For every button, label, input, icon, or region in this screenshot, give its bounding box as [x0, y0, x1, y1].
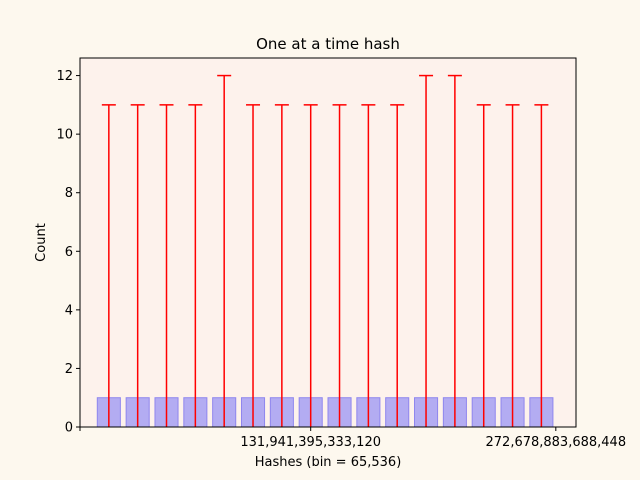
chart-title: One at a time hash — [256, 35, 400, 53]
y-tick-label: 6 — [65, 245, 73, 260]
error-bar-2 — [130, 104, 145, 427]
error-bar-11 — [390, 104, 405, 427]
error-bar-10 — [361, 104, 376, 427]
error-bar-layer — [101, 74, 549, 427]
y-tick-label: 2 — [65, 362, 73, 377]
error-bar-4 — [188, 104, 203, 427]
y-tick-label: 8 — [65, 186, 73, 201]
error-bar-7 — [274, 104, 289, 427]
error-bar-15 — [505, 104, 520, 427]
error-bar-13 — [447, 74, 462, 427]
plot-area — [80, 58, 576, 427]
error-bar-16 — [534, 104, 549, 427]
x-tick-label: 272,678,883,688,448 — [486, 435, 627, 450]
y-tick-label: 4 — [65, 303, 73, 318]
y-tick-label: 0 — [65, 421, 73, 436]
x-tick-label: 131,941,395,333,120 — [240, 435, 381, 450]
y-axis-ticks: 0 2 4 6 8 10 12 — [56, 69, 80, 436]
plot-frame — [79, 57, 577, 428]
x-axis-label: Hashes (bin = 65,536) — [255, 455, 402, 470]
error-bar-14 — [476, 104, 491, 427]
error-bar-1 — [101, 104, 116, 427]
error-bar-6 — [246, 104, 261, 427]
error-bar-12 — [419, 74, 434, 427]
error-bar-3 — [159, 104, 174, 427]
x-axis-ticks: 131,941,395,333,120 272,678,883,688,448 — [79, 427, 627, 450]
y-tick-label: 12 — [56, 69, 73, 84]
y-tick-label: 10 — [56, 128, 73, 143]
y-axis-label: Count — [34, 223, 49, 262]
error-bar-8 — [303, 104, 318, 427]
error-bar-5 — [217, 74, 232, 427]
error-bar-9 — [332, 104, 347, 427]
